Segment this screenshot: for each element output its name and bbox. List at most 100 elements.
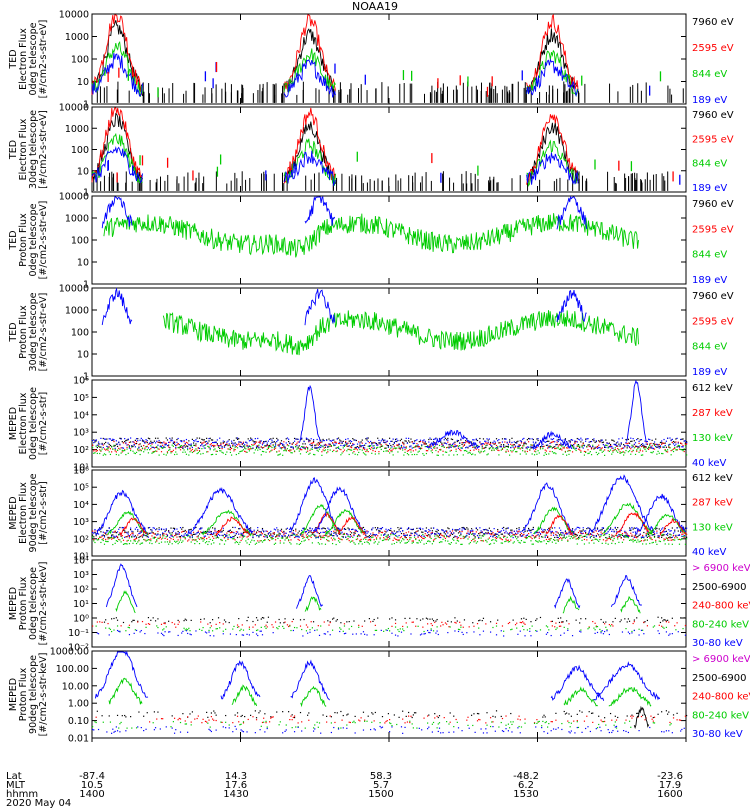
data-point <box>362 626 363 627</box>
data-point <box>207 534 208 535</box>
data-point <box>107 442 108 443</box>
data-point <box>623 444 624 445</box>
data-point <box>356 440 357 441</box>
data-point <box>466 451 467 452</box>
data-point <box>573 444 574 445</box>
data-point <box>175 532 176 533</box>
data-point <box>369 618 370 619</box>
data-point <box>125 532 126 533</box>
data-point <box>328 443 329 444</box>
data-point <box>237 542 238 543</box>
data-point <box>383 440 384 441</box>
data-point <box>365 443 366 444</box>
data-point <box>214 530 215 531</box>
data-point <box>684 448 685 449</box>
data-point <box>225 445 226 446</box>
data-point <box>161 446 162 447</box>
data-point <box>554 441 555 442</box>
data-point <box>565 533 566 534</box>
data-point <box>317 537 318 538</box>
data-point <box>426 618 427 619</box>
data-point <box>490 444 491 445</box>
data-point <box>497 447 498 448</box>
data-point <box>511 451 512 452</box>
data-point <box>669 447 670 448</box>
data-point <box>328 540 329 541</box>
data-point <box>390 450 391 451</box>
data-point <box>602 527 603 528</box>
data-point <box>593 537 594 538</box>
data-point <box>246 542 247 543</box>
data-point <box>187 448 188 449</box>
data-point <box>157 618 158 619</box>
data-point <box>399 446 400 447</box>
data-point <box>663 538 664 539</box>
data-point <box>486 444 487 445</box>
data-point <box>448 447 449 448</box>
data-point <box>311 530 312 531</box>
data-point <box>410 438 411 439</box>
data-point <box>559 444 560 445</box>
data-point <box>116 532 117 533</box>
data-point <box>160 442 161 443</box>
data-point <box>344 450 345 451</box>
data-point <box>504 441 505 442</box>
legend-entry: 612 keV <box>692 473 733 484</box>
data-point <box>246 445 247 446</box>
data-point <box>461 527 462 528</box>
data-point <box>192 535 193 536</box>
data-point <box>176 528 177 529</box>
data-point <box>183 537 184 538</box>
data-point <box>549 540 550 541</box>
data-point <box>488 439 489 440</box>
data-point <box>453 540 454 541</box>
data-point <box>309 527 310 528</box>
data-point <box>649 537 650 538</box>
data-point <box>338 443 339 444</box>
data-point <box>602 543 603 544</box>
data-point <box>456 622 457 623</box>
data-point <box>229 439 230 440</box>
data-point <box>604 447 605 448</box>
data-point <box>271 442 272 443</box>
data-point <box>276 534 277 535</box>
data-point <box>535 532 536 533</box>
data-point <box>631 536 632 537</box>
data-point <box>535 442 536 443</box>
data-point <box>370 441 371 442</box>
data-point <box>663 443 664 444</box>
data-point <box>484 533 485 534</box>
data-point <box>352 529 353 530</box>
data-point <box>495 540 496 541</box>
data-point <box>313 441 314 442</box>
data-point <box>510 530 511 531</box>
data-point <box>100 447 101 448</box>
data-point <box>470 531 471 532</box>
data-point <box>483 448 484 449</box>
data-point <box>497 446 498 447</box>
data-point <box>267 449 268 450</box>
data-point <box>508 533 509 534</box>
data-point <box>496 538 497 539</box>
data-point <box>680 449 681 450</box>
data-point <box>489 444 490 445</box>
data-point <box>159 442 160 443</box>
data-point <box>654 537 655 538</box>
data-point <box>503 530 504 531</box>
data-point <box>464 444 465 445</box>
data-point <box>201 527 202 528</box>
data-point <box>600 440 601 441</box>
data-point <box>333 535 334 536</box>
data-point <box>241 446 242 447</box>
data-point <box>674 447 675 448</box>
data-line <box>163 310 638 355</box>
data-point <box>442 539 443 540</box>
data-point <box>457 441 458 442</box>
data-point <box>334 539 335 540</box>
data-point <box>99 528 100 529</box>
data-point <box>302 447 303 448</box>
data-point <box>298 441 299 442</box>
data-point <box>551 446 552 447</box>
data-point <box>650 538 651 539</box>
data-point <box>511 438 512 439</box>
